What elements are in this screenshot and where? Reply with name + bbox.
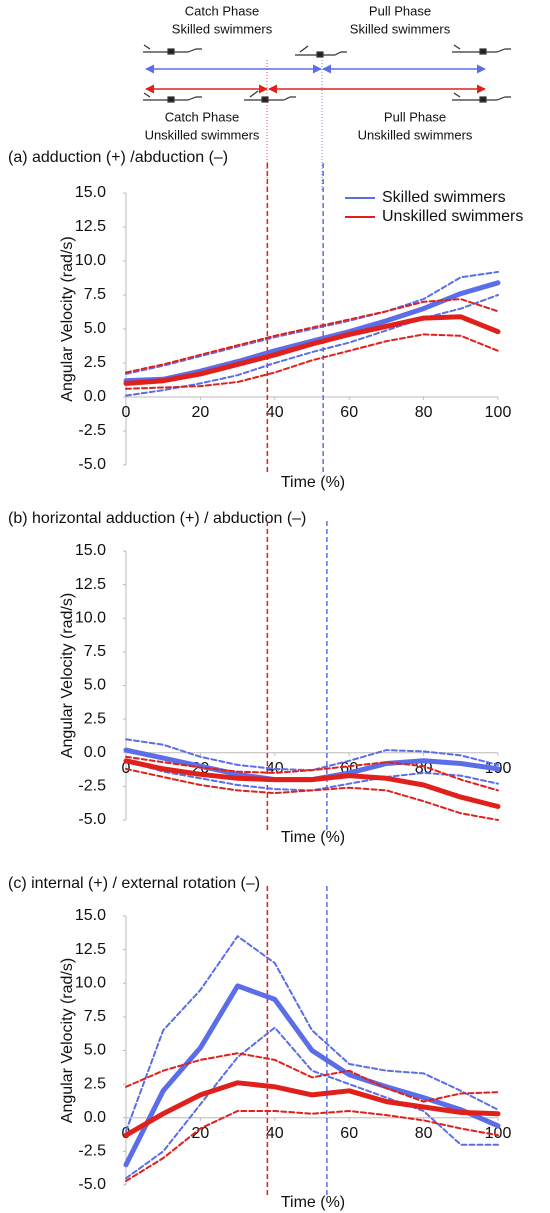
y-tick-label: -2.5 (78, 422, 106, 439)
x-tick-label: 40 (266, 1125, 284, 1142)
chart-title: (c) internal (+) / external rotation (–) (8, 875, 260, 892)
y-tick-label: 12.5 (75, 218, 106, 235)
y-tick-label: 12.5 (75, 941, 106, 958)
y-tick-label: 7.5 (84, 1008, 106, 1025)
y-tick-label: 7.5 (84, 286, 106, 303)
sd-line (125, 767, 499, 821)
y-tick-label: 2.5 (84, 1075, 106, 1092)
phase-label: Pull Phase (369, 3, 431, 18)
x-tick-label: 40 (266, 404, 284, 421)
x-tick-label: 20 (192, 1125, 210, 1142)
y-tick-label: 2.5 (84, 710, 106, 727)
y-tick-label: -5.0 (78, 456, 106, 473)
sd-line (125, 298, 499, 374)
y-tick-label: 0.0 (84, 388, 106, 405)
y-tick-label: 15.0 (75, 542, 106, 559)
x-tick-label: 20 (192, 404, 210, 421)
legend-label: Unskilled swimmers (382, 208, 523, 225)
sd-line (125, 1110, 499, 1182)
sd-line (125, 294, 499, 397)
y-tick-label: 0.0 (84, 744, 106, 761)
chart-title: (a) adduction (+) /abduction (–) (8, 149, 228, 166)
mean-line (123, 1080, 501, 1138)
y-tick-label: 5.0 (84, 320, 106, 337)
y-tick-label: 15.0 (75, 184, 106, 201)
y-tick-label: -2.5 (78, 778, 106, 795)
sd-line (125, 333, 499, 390)
x-tick-label: 100 (485, 1125, 512, 1142)
mean-line (123, 758, 501, 809)
x-tick-label: 80 (415, 404, 433, 421)
y-tick-label: 7.5 (84, 643, 106, 660)
mean-line (123, 983, 501, 1168)
mean-line (123, 280, 501, 384)
y-axis-label: Angular Velocity (rad/s) (59, 236, 76, 401)
sd-line (125, 755, 499, 792)
phase-label: Skilled swimmers (172, 21, 273, 36)
chart-title: (b) horizontal adduction (+) / abduction… (8, 510, 306, 527)
phase-label: Skilled swimmers (350, 21, 451, 36)
y-tick-label: 15.0 (75, 907, 106, 924)
sd-line (125, 1052, 499, 1103)
phase-label: Unskilled swimmers (358, 127, 473, 142)
y-tick-label: -5.0 (78, 811, 106, 828)
x-tick-label: 100 (485, 404, 512, 421)
phase-diagram: Catch Phase Skilled swimmers Pull Phase … (143, 3, 511, 190)
x-tick-label: 60 (340, 404, 358, 421)
y-tick-label: 0.0 (84, 1109, 106, 1126)
y-tick-label: -2.5 (78, 1143, 106, 1160)
x-tick-label: 80 (415, 1125, 433, 1142)
x-axis-label: Time (%) (281, 1194, 345, 1211)
y-tick-label: -5.0 (78, 1176, 106, 1193)
phase-label: Catch Phase (185, 3, 259, 18)
swimmer-icons (143, 44, 511, 103)
mean-line (123, 314, 501, 386)
y-axis-label: Angular Velocity (rad/s) (59, 958, 76, 1123)
phase-label: Catch Phase (165, 109, 239, 124)
sd-line (125, 270, 499, 375)
x-tick-label: 60 (340, 1125, 358, 1142)
phase-label: Pull Phase (384, 109, 446, 124)
legend-label: Skilled swimmers (382, 189, 506, 206)
y-tick-label: 5.0 (84, 677, 106, 694)
y-tick-label: 10.0 (75, 609, 106, 626)
y-tick-label: 2.5 (84, 354, 106, 371)
x-axis-label: Time (%) (281, 829, 345, 846)
x-tick-label: 0 (122, 404, 131, 421)
y-tick-label: 10.0 (75, 974, 106, 991)
x-axis-label: Time (%) (281, 474, 345, 491)
sd-line (125, 935, 499, 1133)
y-axis-label: Angular Velocity (rad/s) (59, 593, 76, 758)
y-tick-label: 10.0 (75, 252, 106, 269)
phase-label: Unskilled swimmers (145, 127, 260, 142)
y-tick-label: 5.0 (84, 1042, 106, 1059)
y-tick-label: 12.5 (75, 576, 106, 593)
